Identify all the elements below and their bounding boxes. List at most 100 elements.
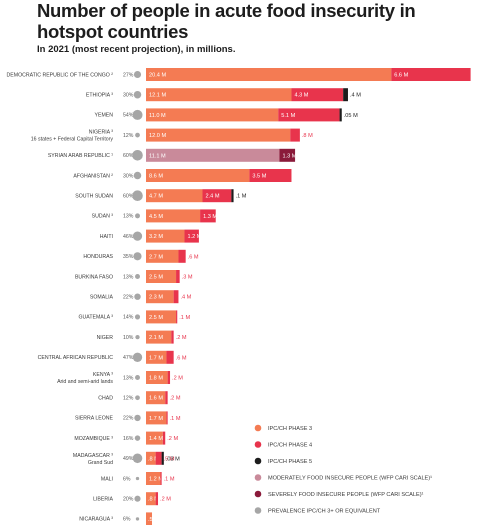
prevalence-label: 60% (123, 153, 134, 159)
bar-value-label: 2.5 M (149, 275, 163, 281)
prevalence-label: 13% (123, 375, 134, 381)
bar-phase3 (146, 209, 201, 223)
bar-value-label: 2.7 M (149, 254, 163, 260)
prevalence-label: 27% (123, 72, 134, 78)
prevalence-dot (132, 190, 143, 201)
bar-value-label: 1.7 M (149, 355, 163, 361)
bar-phase3 (146, 411, 167, 425)
country-label: SOUTH SUDAN (75, 194, 113, 200)
bar-phase3 (146, 128, 291, 142)
bar-value-label: .2 M (160, 497, 171, 503)
bar-phase4 (166, 411, 168, 425)
country-label: BURKINA FASO (75, 274, 113, 280)
bar-value-label: .8 M (302, 133, 313, 139)
prevalence-label: 13% (123, 274, 134, 280)
country-label: CHAD (98, 396, 113, 402)
country-label: CENTRAL AFRICAN REPUBLIC (38, 355, 114, 361)
prevalence-dot (132, 109, 143, 120)
bar-value-label: 4.3 M (294, 93, 308, 99)
prevalence-label: 6% (123, 517, 131, 523)
prevalence-dot (134, 293, 141, 300)
country-label: MALI (101, 476, 113, 482)
bar-value-label: 5.1 M (281, 113, 295, 119)
country-label: SIERRA LEONE (75, 416, 114, 422)
bar-phase4 (278, 108, 340, 122)
bar-value-label: .2 M (170, 396, 181, 402)
bar-phase4 (155, 451, 162, 465)
prevalence-label: 6% (123, 476, 131, 482)
prevalence-dot (133, 70, 142, 79)
legend-dot-phase4 (254, 441, 262, 448)
bar-value-label: .2 M (167, 436, 178, 442)
bar-phase3 (146, 431, 163, 445)
bar-phase4 (176, 270, 180, 283)
bar-phase4 (165, 391, 168, 405)
bar-value-label: .6 M (188, 254, 199, 260)
legend-label: IPC/CH PHASE 4 (268, 443, 312, 449)
prevalence-dot (135, 334, 140, 340)
bar-phase3 (146, 391, 166, 405)
prevalence-dot (133, 252, 142, 261)
bar-value-label: 2.1 M (149, 335, 163, 341)
bar-phase3 (146, 512, 153, 525)
prevalence-dot (135, 476, 140, 481)
bar-value-label: .05 M (344, 113, 358, 119)
country-sublabel: Grand Sud (88, 460, 113, 466)
country-label: NICARAGUA ³ (79, 517, 113, 523)
prevalence-label: 16% (123, 436, 134, 442)
legend-dot-phase3 (254, 424, 262, 432)
bar-value-label: .4 M (350, 93, 361, 99)
bar-value-label: .1 M (170, 416, 181, 422)
bar-value-label: 4.7 M (149, 194, 163, 200)
prevalence-dot (135, 132, 140, 138)
bar-value-label: 1.2 M (149, 477, 163, 483)
bar-value-label: .2 M (176, 335, 187, 341)
bar-value-label: 2.3 M (149, 295, 163, 301)
bar-phase3 (146, 330, 172, 344)
legend-dot-phase5 (254, 457, 262, 465)
bar-value-label: .1 M (164, 477, 175, 483)
bar-phase3 (146, 88, 292, 102)
bar-phase4 (202, 189, 232, 203)
prevalence-dot (133, 171, 142, 180)
legend-dot-severe (254, 490, 262, 498)
bar-value-label: .5 M (148, 517, 159, 523)
legend-dot-moderate (254, 474, 262, 481)
legend-label: IPC/CH PHASE 5 (268, 459, 312, 465)
country-label: NIGER (97, 335, 114, 341)
country-sublabel: Arid and semi-arid lands (57, 379, 113, 385)
bar-phase3 (146, 169, 250, 182)
legend-label: PREVALENCE IPC/CH 3+ OR EQUIVALENT (268, 509, 381, 515)
country-label: HAITI (100, 234, 113, 240)
bar-phase4 (160, 472, 162, 485)
prevalence-label: 54% (123, 113, 134, 119)
prevalence-dot (135, 274, 140, 279)
bar-phase4 (291, 88, 344, 102)
chart-subtitle: In 2021 (most recent projection), in mil… (37, 44, 236, 55)
country-label: SUDAN ³ (92, 214, 114, 220)
bar-phase3 (146, 371, 168, 384)
bar-phase4 (166, 350, 174, 364)
country-label: ETHIOPIA ³ (86, 93, 113, 99)
prevalence-label: 22% (123, 416, 134, 422)
bar-value-label: 1.8 M (149, 376, 163, 382)
legend-dot-prevalence (254, 507, 262, 514)
bar-value-label: 1.2 M (187, 234, 201, 240)
bar-value-label: 3.2 M (149, 234, 163, 240)
chart-title: Number of people in acute food insecurit… (37, 0, 416, 42)
bar-phase4 (173, 290, 179, 304)
bar-phase4 (167, 371, 171, 384)
bar-phase4 (162, 431, 166, 445)
bar-phase4 (155, 492, 159, 506)
bar-value-label: 2.5 M (149, 315, 163, 321)
prevalence-dot (135, 375, 140, 380)
country-label: NIGERIA ³ (89, 130, 113, 136)
bar-value-label: 6.6 M (394, 73, 408, 79)
bar-phase3 (146, 350, 167, 364)
prevalence-dot (132, 231, 143, 241)
bar-value-label: 12.0 M (149, 133, 166, 139)
country-label: SOMALIA (90, 295, 114, 301)
bar-value-label: .03 M (166, 456, 180, 462)
prevalence-dot (132, 352, 143, 362)
bar-phase3 (146, 189, 203, 203)
